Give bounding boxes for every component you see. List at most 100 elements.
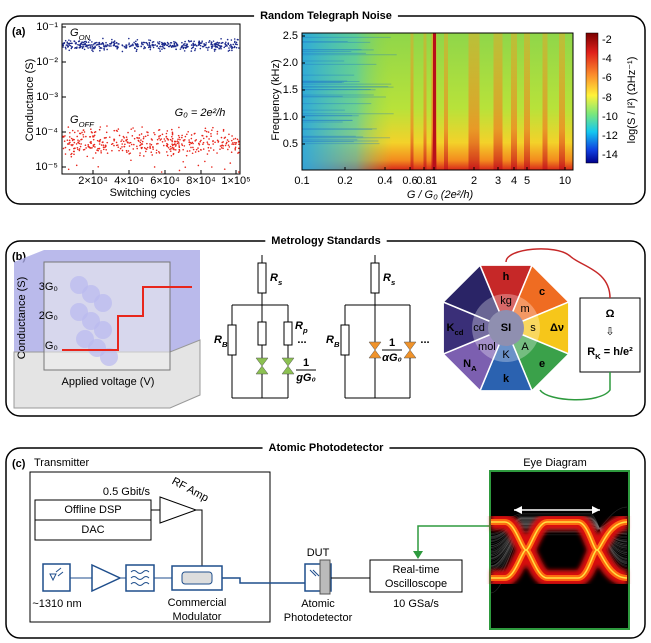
noise-dot — [86, 44, 88, 47]
noise-dot — [130, 159, 132, 162]
noise-dot — [87, 143, 90, 146]
noise-dot — [157, 47, 160, 49]
junction — [368, 341, 382, 351]
noise-dot — [73, 40, 75, 42]
noise-dot — [178, 146, 181, 148]
si-unit: cd — [473, 322, 485, 334]
noise-dot — [105, 45, 108, 48]
noise-dot — [231, 46, 234, 49]
wavelength-label: ~1310 nm — [32, 598, 81, 610]
noise-dot — [73, 141, 76, 144]
x-axis-label: G / G₀ (2e²/h) — [407, 189, 474, 201]
noise-dot — [120, 140, 122, 143]
noise-dot — [136, 48, 138, 51]
noise-dot — [201, 45, 204, 48]
dac-label: DAC — [81, 524, 104, 536]
noise-dot — [128, 142, 131, 144]
label-part: G — [70, 114, 79, 126]
noise-dot — [102, 146, 105, 149]
noise-dot — [69, 42, 71, 45]
noise-dot — [106, 125, 108, 127]
noise-dot — [64, 39, 67, 42]
si-unit: m — [521, 303, 530, 315]
x-tick-label: 0.6 — [402, 175, 417, 187]
noise-dot — [82, 136, 85, 138]
noise-dot — [211, 129, 213, 131]
noise-dot — [164, 43, 167, 46]
noise-dot — [80, 45, 82, 48]
ohm-box — [579, 297, 641, 373]
noise-dot — [93, 131, 96, 134]
fraction-num: 1 — [389, 337, 395, 349]
resistor — [227, 324, 237, 356]
fiber — [222, 577, 305, 584]
label-part: R — [270, 272, 278, 284]
noise-dot — [174, 149, 177, 151]
noise-dot — [100, 150, 102, 152]
noise-dot — [231, 135, 233, 137]
noise-dot — [227, 42, 230, 44]
noise-dot — [202, 137, 205, 140]
label-part: k — [503, 373, 510, 385]
ellipsis: ... — [420, 334, 429, 346]
noise-dot — [204, 44, 207, 46]
label-part: R — [295, 320, 303, 332]
noise-dot — [83, 48, 86, 51]
noise-dot — [155, 149, 158, 152]
noise-dot — [133, 41, 135, 44]
noise-dot — [171, 143, 173, 145]
noise-dot — [69, 44, 72, 47]
title-bg — [265, 232, 387, 250]
noise-dot — [92, 138, 95, 141]
noise-dot — [212, 149, 215, 151]
noise-dot — [224, 144, 227, 147]
noise-dot — [98, 42, 100, 44]
noise-dot — [62, 44, 65, 47]
noise-dot — [234, 143, 237, 145]
colorbar-tick-label: -10 — [602, 111, 618, 123]
noise-dot — [145, 41, 148, 44]
noise-dot — [125, 44, 128, 47]
noise-dot — [78, 149, 81, 152]
junction — [403, 341, 417, 351]
sampling-label: 10 GSa/s — [393, 598, 439, 610]
noise-dot — [156, 45, 158, 47]
noise-dot — [173, 42, 176, 45]
noise-dot — [138, 137, 141, 139]
atom — [94, 294, 112, 312]
noise-dot — [141, 41, 143, 44]
noise-dot — [130, 143, 133, 146]
noise-dot — [82, 46, 85, 48]
noise-dot — [219, 45, 221, 47]
noise-dot — [98, 143, 101, 145]
noise-dot — [137, 137, 139, 139]
noise-dot — [128, 42, 130, 44]
noise-dot — [150, 151, 153, 154]
noise-dot — [105, 44, 107, 46]
noise-dot — [69, 141, 71, 144]
noise-dot — [81, 46, 84, 48]
noise-dot — [221, 141, 223, 144]
noise-dot — [181, 41, 183, 44]
noise-dot — [230, 151, 233, 154]
noise-dot — [119, 147, 122, 150]
filter — [125, 564, 155, 592]
noise-dot — [202, 143, 204, 146]
noise-dot — [125, 149, 128, 152]
noise-dot — [235, 41, 238, 44]
noise-dot — [177, 138, 179, 141]
noise-dot — [74, 46, 77, 49]
noise-dot — [73, 131, 76, 134]
noise-dot — [121, 139, 123, 141]
modulator-core — [181, 571, 213, 585]
noise-dot — [177, 151, 180, 153]
noise-dot — [64, 153, 67, 155]
noise-dot — [166, 142, 168, 145]
noise-dot — [225, 44, 228, 47]
noise-dot — [132, 127, 134, 129]
noise-dot — [165, 135, 168, 138]
noise-dot — [167, 43, 170, 45]
noise-dot — [141, 140, 144, 143]
noise-dot — [130, 128, 133, 130]
label-part: s — [278, 278, 283, 287]
